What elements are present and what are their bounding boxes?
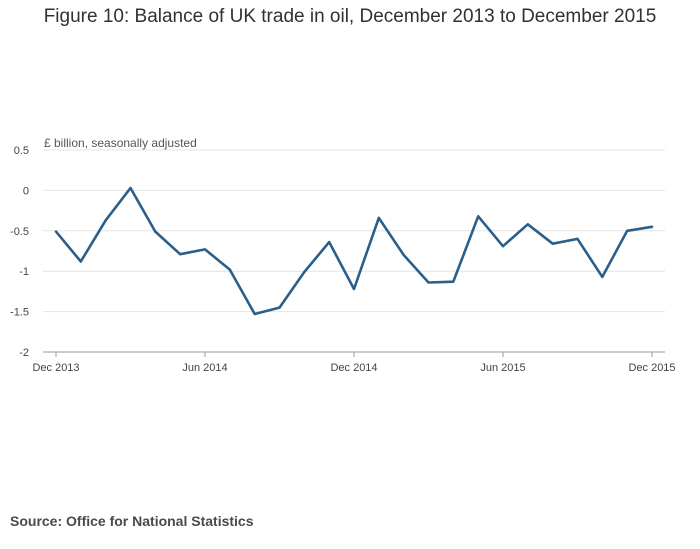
data-point <box>477 215 480 218</box>
data-point <box>303 271 306 274</box>
source-note: Source: Office for National Statistics <box>10 513 254 529</box>
y-axis-unit-label: £ billion, seasonally adjusted <box>44 136 197 150</box>
data-point <box>651 225 653 228</box>
data-point <box>576 237 579 240</box>
y-tick-label: -2 <box>19 347 29 359</box>
y-tick-label: -1 <box>19 266 29 278</box>
data-point <box>402 254 405 257</box>
data-point <box>601 275 604 278</box>
data-point <box>129 186 132 189</box>
data-point <box>427 281 430 284</box>
x-tick-label: Dec 2015 <box>628 362 675 374</box>
data-point <box>204 248 206 251</box>
x-tick-label: Jun 2015 <box>480 362 525 374</box>
data-point <box>452 280 455 283</box>
data-point <box>526 223 529 226</box>
data-point <box>278 306 281 309</box>
data-point <box>79 260 82 263</box>
data-point <box>55 230 57 233</box>
x-tick-label: Dec 2013 <box>32 362 79 374</box>
x-tick-label: Jun 2014 <box>182 362 227 374</box>
y-tick-label: 0 <box>23 185 29 197</box>
y-tick-label: 0.5 <box>14 145 29 157</box>
data-point <box>377 216 380 219</box>
data-point <box>228 268 231 271</box>
y-tick-label: -1.5 <box>10 307 29 319</box>
x-tick-label: Dec 2014 <box>330 362 377 374</box>
data-point <box>551 242 554 245</box>
data-point <box>154 230 157 233</box>
data-point <box>328 241 331 244</box>
data-point <box>502 245 504 248</box>
y-tick-label: -0.5 <box>10 226 29 238</box>
series-line-0 <box>54 186 654 316</box>
chart-title: Figure 10: Balance of UK trade in oil, D… <box>43 6 657 27</box>
x-axis: Dec 2013 Jun 2014 Dec 2014 Jun 2015 Dec 2015 <box>32 352 676 374</box>
series-group <box>54 186 654 316</box>
data-point <box>179 253 182 256</box>
data-point <box>626 229 629 232</box>
data-point <box>253 313 256 316</box>
y-axis-ticks: 0.5 0 -0.5 -1 -1.5 -2 <box>10 145 29 359</box>
data-point <box>104 219 107 222</box>
gridlines <box>43 149 665 353</box>
data-point <box>353 287 355 290</box>
